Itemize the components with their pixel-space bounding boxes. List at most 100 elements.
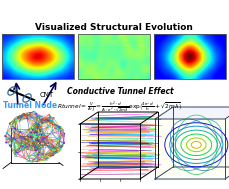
- Point: [41, 133, 45, 136]
- Point: [13, 140, 16, 143]
- Point: [37, 132, 41, 135]
- Polygon shape: [155, 119, 225, 179]
- Point: [51, 149, 55, 152]
- Point: [28, 112, 32, 115]
- Point: [12, 120, 15, 123]
- Point: [57, 125, 61, 128]
- Point: [13, 154, 17, 157]
- Point: [49, 147, 53, 150]
- Point: [14, 116, 17, 119]
- Point: [15, 118, 19, 121]
- Point: [14, 119, 18, 122]
- Point: [30, 140, 33, 143]
- Point: [12, 150, 16, 153]
- Point: [48, 113, 51, 116]
- Point: [62, 141, 66, 144]
- Point: [29, 136, 33, 139]
- Point: [43, 117, 47, 120]
- Point: [23, 145, 27, 148]
- Point: [41, 120, 45, 123]
- Polygon shape: [155, 107, 229, 119]
- Point: [22, 112, 25, 115]
- Point: [52, 146, 56, 149]
- Point: [27, 128, 31, 131]
- Point: [18, 140, 22, 143]
- Point: [57, 139, 60, 142]
- Point: [35, 134, 39, 137]
- Point: [63, 132, 66, 135]
- Point: [60, 129, 63, 132]
- Point: [34, 121, 38, 124]
- Point: [53, 149, 57, 152]
- Point: [35, 150, 39, 153]
- Point: [61, 129, 65, 132]
- Point: [34, 135, 37, 138]
- Point: [38, 122, 42, 125]
- Point: [33, 110, 36, 113]
- Point: [51, 152, 54, 155]
- Point: [29, 161, 33, 164]
- Point: [35, 135, 38, 138]
- Point: [32, 117, 36, 120]
- Point: [59, 147, 63, 150]
- Point: [37, 130, 41, 133]
- Point: [8, 122, 11, 125]
- Point: [41, 155, 45, 158]
- Point: [35, 112, 38, 115]
- Point: [12, 140, 16, 143]
- Point: [31, 132, 35, 136]
- Point: [53, 127, 57, 130]
- Point: [29, 129, 33, 132]
- Point: [22, 156, 26, 160]
- Point: [39, 145, 43, 148]
- Point: [37, 137, 41, 140]
- Point: [35, 145, 38, 148]
- Point: [60, 128, 63, 131]
- Point: [4, 141, 8, 144]
- Point: [38, 133, 41, 136]
- Point: [41, 138, 44, 141]
- Point: [25, 140, 29, 143]
- Point: [22, 115, 26, 118]
- Point: [42, 133, 46, 136]
- Point: [33, 134, 37, 137]
- Point: [57, 125, 61, 128]
- Point: [49, 115, 53, 119]
- Point: [5, 138, 9, 141]
- Point: [42, 137, 46, 140]
- Point: [38, 133, 42, 136]
- Point: [46, 155, 50, 158]
- Point: [29, 131, 33, 134]
- Point: [19, 117, 23, 120]
- Point: [39, 123, 43, 126]
- Point: [62, 134, 66, 137]
- Point: [32, 133, 35, 136]
- Point: [36, 142, 40, 145]
- Point: [29, 140, 33, 143]
- Point: [50, 150, 54, 153]
- Point: [57, 137, 61, 140]
- Point: [10, 124, 14, 127]
- Point: [35, 150, 39, 153]
- Point: [32, 133, 35, 136]
- Point: [25, 160, 29, 163]
- Point: [32, 148, 35, 151]
- Point: [19, 135, 22, 138]
- Point: [33, 136, 36, 139]
- Point: [38, 119, 41, 122]
- Point: [56, 148, 60, 151]
- Point: [34, 124, 38, 127]
- Point: [30, 136, 34, 139]
- Point: [5, 131, 8, 134]
- Point: [50, 139, 54, 142]
- Point: [35, 120, 39, 123]
- Point: [45, 116, 48, 119]
- Point: [25, 136, 28, 139]
- Point: [46, 140, 49, 143]
- Point: [41, 142, 45, 145]
- Point: [45, 158, 49, 161]
- Point: [18, 131, 22, 134]
- Point: [34, 133, 38, 136]
- Point: [43, 159, 46, 162]
- Point: [18, 135, 21, 138]
